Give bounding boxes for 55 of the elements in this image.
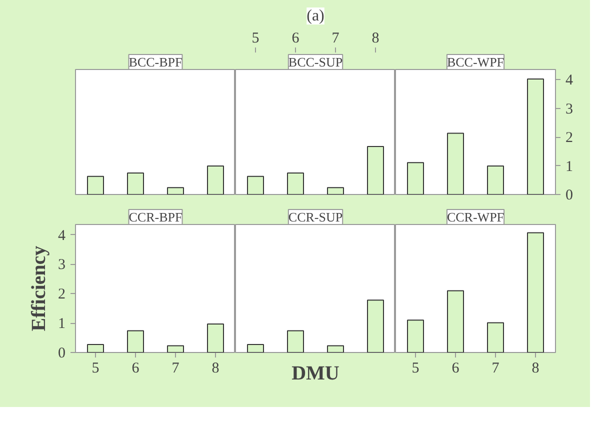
chart-title: BCC-WPF <box>446 54 504 70</box>
x-tick-label: 5 <box>252 30 260 46</box>
bar <box>127 172 144 194</box>
bar <box>167 345 184 352</box>
bar <box>247 344 264 352</box>
x-tick-label: 6 <box>132 360 140 376</box>
y-tick-label: 2 <box>566 130 573 146</box>
x-tick-label: 7 <box>492 360 500 376</box>
text: (a) <box>306 8 324 24</box>
x-axis-title: DMU <box>292 362 340 384</box>
y-axis-title: Efficiency <box>28 246 50 332</box>
bar <box>407 162 424 194</box>
bar <box>527 78 544 194</box>
bar <box>247 176 264 194</box>
chart-title: CCR-SUP <box>288 210 343 224</box>
bar <box>127 330 144 352</box>
y-tick-label: 1 <box>58 316 66 332</box>
bar <box>527 232 544 352</box>
x-tick-label: 7 <box>172 360 180 376</box>
chart-title: CCR-BPF <box>128 210 182 224</box>
y-tick-label: 0 <box>58 346 66 362</box>
x-tick-label: 8 <box>212 360 220 376</box>
x-tick-label: 8 <box>532 360 540 376</box>
bar <box>447 132 464 194</box>
bar <box>327 345 344 352</box>
x-tick-label: 7 <box>332 30 340 46</box>
chart-title: BCC-SUP <box>288 54 343 70</box>
bar <box>287 172 304 194</box>
bar <box>87 176 104 194</box>
bar <box>167 187 184 194</box>
bar <box>487 322 504 352</box>
y-tick-label: 3 <box>566 101 573 118</box>
bar <box>207 323 224 352</box>
bar <box>447 290 464 352</box>
y-tick-label: 4 <box>58 228 66 244</box>
bar <box>207 166 224 194</box>
x-tick-label: 8 <box>372 30 380 46</box>
y-tick-label: 4 <box>566 72 574 89</box>
x-tick-label: 6 <box>292 30 300 46</box>
bar <box>287 330 304 352</box>
x-tick-label: 6 <box>452 360 460 376</box>
bar <box>407 320 424 352</box>
x-tick-label: 5 <box>412 360 420 376</box>
y-tick-label: 1 <box>566 158 573 175</box>
bar <box>327 187 344 194</box>
bar <box>487 166 504 194</box>
chart-title: BCC-BPF <box>128 54 182 70</box>
bar <box>87 344 104 352</box>
y-tick-label: 0 <box>566 188 573 204</box>
y-tick-label: 3 <box>58 257 66 274</box>
chart-title: CCR-WPF <box>446 210 504 224</box>
bar <box>367 300 384 352</box>
bar <box>367 146 384 194</box>
y-tick-label: 2 <box>58 286 66 303</box>
x-tick-label: 5 <box>92 360 100 376</box>
